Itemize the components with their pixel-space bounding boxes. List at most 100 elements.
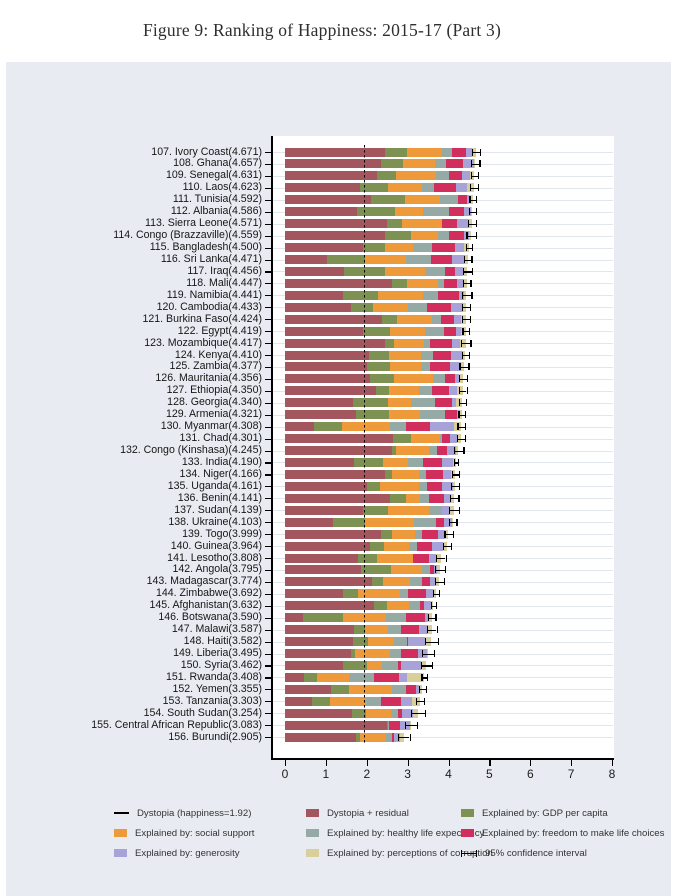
bar-segment-generosity	[394, 732, 401, 742]
confidence-interval-cap	[416, 697, 418, 705]
bar-segment-freedom	[446, 159, 464, 169]
bar-segment-healthy_life_expectancy	[422, 207, 449, 217]
category-grid-line	[273, 677, 613, 679]
bar-segment-dystopia_residual	[285, 183, 360, 193]
category-grid-line	[273, 713, 613, 715]
bar-segment-dystopia_residual	[285, 207, 358, 217]
confidence-interval-cap	[439, 590, 441, 598]
confidence-interval-cap	[468, 351, 470, 359]
confidence-interval-line	[451, 486, 460, 488]
legend-item: Dystopia + residual	[306, 808, 409, 819]
bar-segment-healthy_life_expectancy	[412, 243, 432, 252]
bar-segment-freedom	[442, 219, 458, 229]
legend-item: Explained by: freedom to make life choic…	[461, 828, 664, 839]
country-tick	[265, 187, 271, 189]
country-bar	[285, 410, 462, 420]
confidence-interval-cap	[451, 482, 453, 490]
country-label: 151. Rwanda(3.408)	[166, 670, 262, 683]
confidence-interval-cap	[460, 339, 462, 347]
confidence-interval-cap	[430, 602, 432, 610]
confidence-interval-line	[471, 152, 480, 154]
confidence-interval-cap	[469, 184, 472, 192]
confidence-interval-cap	[458, 494, 460, 502]
bar-segment-dystopia_residual	[285, 350, 369, 360]
country-bar	[285, 529, 449, 539]
country-tick	[265, 498, 271, 500]
confidence-interval-cap	[456, 518, 458, 526]
healthy_life_expectancy-swatch-icon	[306, 829, 319, 837]
bar-segment-gdp	[312, 696, 331, 706]
country-label: 121. Burkina Faso(4.424)	[142, 312, 262, 325]
confidence-interval-line	[469, 199, 476, 201]
bar-segment-gdp	[353, 457, 384, 467]
confidence-interval-line	[464, 259, 472, 261]
country-label: 120. Cambodia(4.433)	[156, 300, 262, 313]
bar-segment-generosity	[452, 398, 456, 408]
bar-segment-freedom	[434, 398, 453, 408]
country-bar	[285, 541, 447, 551]
bar-segment-dystopia_residual	[285, 577, 373, 587]
bar-segment-social_support	[377, 553, 413, 563]
bar-segment-dystopia_residual	[285, 171, 377, 181]
country-label: 114. Congo (Brazzaville)(4.559)	[113, 229, 262, 242]
bar-segment-social_support	[390, 326, 425, 336]
country-bar	[285, 684, 423, 694]
confidence-interval-cap	[466, 232, 468, 240]
bar-segment-healthy_life_expectancy	[439, 195, 458, 205]
confidence-interval-line	[430, 605, 437, 607]
country-bar	[285, 398, 463, 408]
bar-segment-social_support	[348, 684, 393, 694]
confidence-interval-cap	[428, 614, 430, 622]
bar-segment-gdp	[376, 386, 389, 396]
country-tick	[265, 378, 271, 381]
bar-segment-social_support	[388, 350, 421, 360]
bar-segment-generosity	[442, 457, 453, 467]
bar-segment-freedom	[416, 541, 433, 551]
confidence-interval-cap	[421, 661, 423, 669]
confidence-interval-line	[462, 319, 470, 321]
country-bar	[285, 625, 432, 635]
bar-segment-generosity	[443, 517, 453, 527]
country-tick	[265, 163, 271, 166]
confidence-interval-line	[470, 175, 478, 178]
confidence-interval-cap	[458, 411, 460, 419]
x-axis-tick	[571, 760, 573, 766]
bar-segment-gdp	[327, 255, 365, 264]
country-tick	[265, 665, 271, 667]
confidence-interval-line	[462, 355, 469, 357]
bar-segment-freedom	[406, 684, 416, 694]
bar-segment-gdp	[368, 350, 389, 360]
corruption-swatch-icon	[306, 849, 319, 857]
confidence-interval-cap	[409, 733, 411, 741]
x-axis-tick	[325, 760, 328, 766]
x-axis-tick	[489, 760, 491, 766]
confidence-interval-cap	[467, 220, 469, 228]
bar-segment-corruption	[411, 696, 420, 706]
country-bar	[285, 207, 473, 217]
bar-segment-healthy_life_expectancy	[422, 183, 435, 193]
confidence-interval-cap	[427, 673, 429, 681]
country-label: 146. Botswana(3.590)	[158, 611, 262, 624]
bar-segment-dystopia_residual	[285, 374, 371, 384]
confidence-interval-line	[466, 235, 477, 237]
confidence-interval-cap	[421, 673, 423, 681]
confidence-interval-cap	[480, 148, 482, 156]
bar-segment-freedom	[448, 171, 463, 181]
x-axis-tick-label: 2	[363, 767, 371, 781]
bar-segment-healthy_life_expectancy	[388, 625, 401, 635]
bar-segment-gdp	[385, 469, 392, 479]
confidence-interval-cap	[458, 399, 460, 407]
country-tick	[265, 259, 271, 261]
country-tick	[265, 713, 271, 715]
bar-segment-healthy_life_expectancy	[407, 457, 423, 467]
bar-segment-dystopia_residual	[285, 255, 328, 264]
bar-segment-social_support	[396, 171, 437, 181]
country-bar	[285, 637, 432, 646]
bar-segment-healthy_life_expectancy	[419, 469, 427, 479]
category-grid-line	[273, 725, 613, 727]
bar-segment-dystopia_residual	[285, 660, 343, 670]
bar-segment-freedom	[457, 195, 467, 205]
confidence-interval-cap	[467, 375, 469, 383]
confidence-interval-line	[463, 283, 471, 285]
confidence-interval-cap	[404, 721, 407, 729]
